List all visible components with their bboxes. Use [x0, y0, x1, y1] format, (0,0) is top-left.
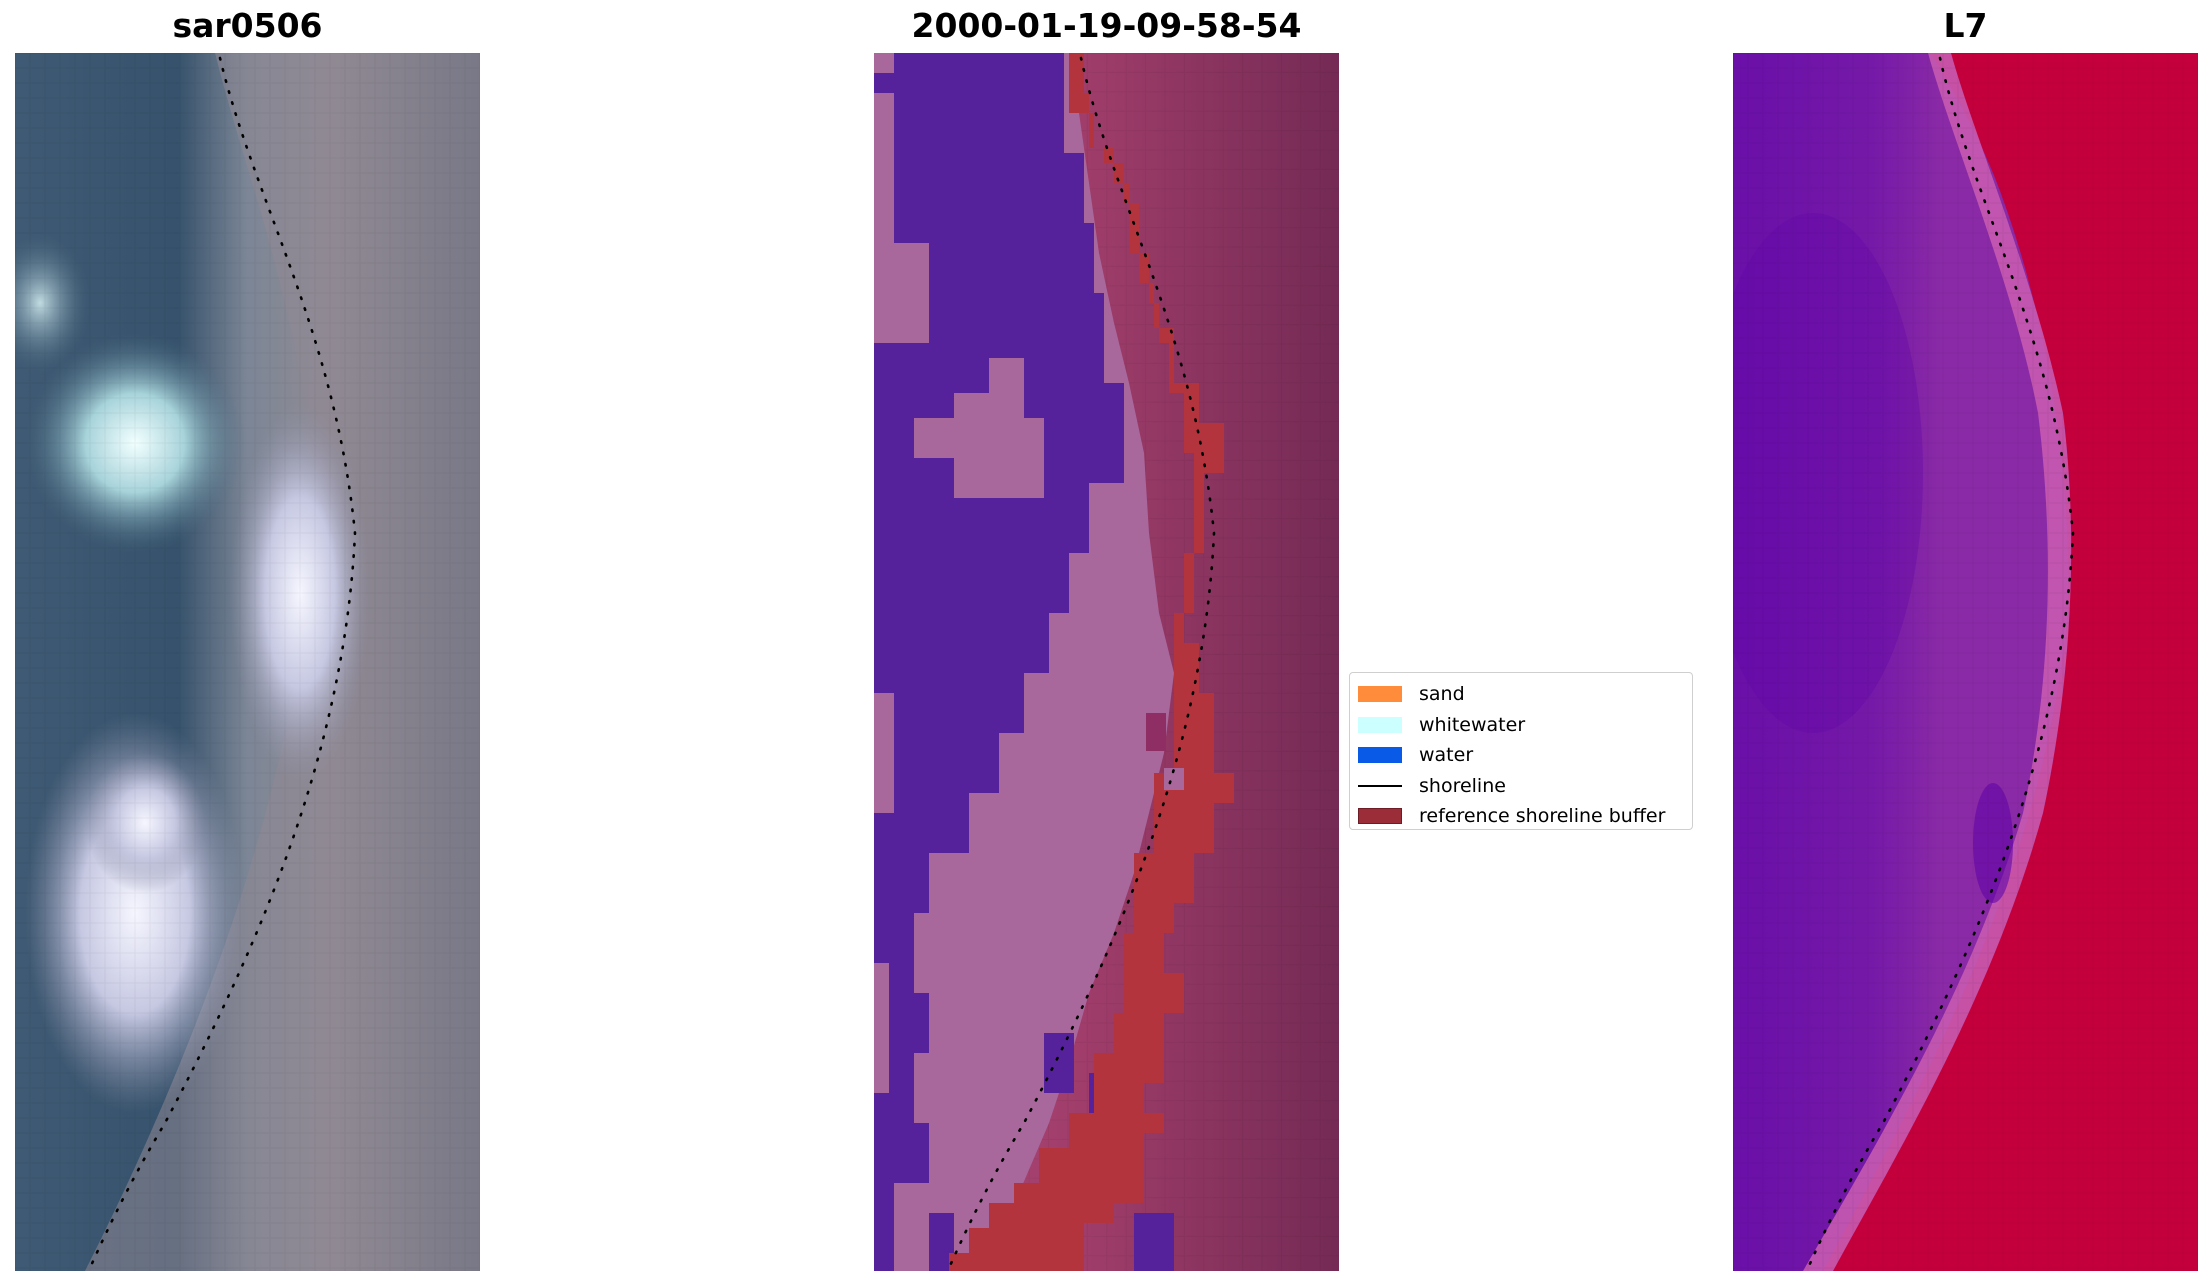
panel-title-mndwi: L7: [1943, 6, 1988, 45]
legend-label-reference-buffer: reference shoreline buffer: [1419, 805, 1666, 828]
legend-swatch-shoreline: [1358, 784, 1402, 787]
legend-swatch-whitewater: [1358, 716, 1402, 733]
legend: sand whitewater water shoreline referenc…: [1349, 672, 1693, 830]
legend-item-whitewater: whitewater: [1358, 710, 1684, 741]
legend-label-shoreline: shoreline: [1419, 774, 1506, 797]
legend-item-reference-buffer: reference shoreline buffer: [1358, 801, 1684, 832]
panel-title-rgb: sar0506: [172, 6, 323, 45]
legend-swatch-sand: [1358, 686, 1402, 703]
legend-swatch-reference-buffer: [1358, 808, 1402, 825]
rgb-image-panel: [15, 53, 480, 1271]
legend-label-sand: sand: [1419, 683, 1465, 706]
legend-label-whitewater: whitewater: [1419, 713, 1526, 736]
mndwi-image-panel: [1733, 53, 2198, 1271]
classified-image-panel: [874, 53, 1339, 1271]
panel-title-classified: 2000-01-19-09-58-54: [911, 6, 1302, 45]
legend-label-water: water: [1419, 744, 1474, 767]
legend-item-sand: sand: [1358, 679, 1684, 710]
legend-swatch-water: [1358, 747, 1402, 764]
legend-item-shoreline: shoreline: [1358, 771, 1684, 802]
legend-item-water: water: [1358, 740, 1684, 771]
